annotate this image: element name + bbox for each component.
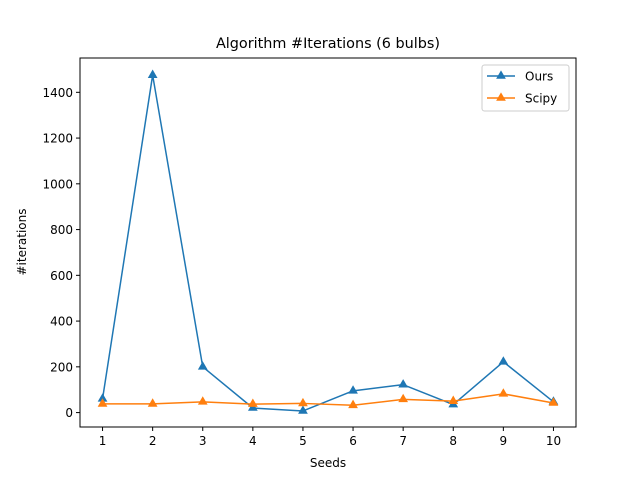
data-point-scipy [548, 397, 559, 406]
y-tick-label: 1200 [42, 132, 73, 146]
y-tick-label: 0 [65, 406, 73, 420]
y-tick-label: 600 [50, 269, 73, 283]
x-tick-label: 7 [399, 434, 407, 448]
x-tick-label: 1 [99, 434, 107, 448]
x-tick-label: 3 [199, 434, 207, 448]
data-point-scipy [448, 395, 459, 404]
legend: Ours Scipy [481, 64, 570, 112]
plot-frame [79, 57, 577, 428]
data-point-scipy [498, 388, 509, 397]
x-tick-label: 9 [500, 434, 508, 448]
x-tick-label: 6 [349, 434, 357, 448]
data-point-ours [398, 379, 409, 388]
data-point-scipy [147, 398, 158, 407]
data-point-scipy [348, 399, 358, 409]
data-point-ours [298, 405, 308, 414]
y-axis: 0 200 400 600 800 1000 1200 1400 [42, 86, 80, 420]
series-layer [97, 69, 559, 414]
y-tick-label: 1000 [42, 177, 73, 191]
data-point-scipy [247, 398, 258, 407]
legend-label-scipy: Scipy [525, 92, 557, 106]
data-point-ours [498, 356, 509, 365]
legend-label-ours: Ours [525, 70, 553, 84]
x-tick-label: 2 [149, 434, 157, 448]
data-point-ours [147, 69, 158, 78]
y-tick-label: 800 [50, 223, 73, 237]
x-tick-label: 4 [249, 434, 257, 448]
data-point-scipy [398, 393, 409, 403]
legend-marker-ours [496, 70, 506, 79]
data-point-scipy [298, 397, 308, 407]
y-tick-label: 1400 [42, 86, 73, 100]
series-line-scipy [102, 393, 554, 407]
legend-marker-scipy [496, 92, 506, 101]
x-tick-label: 5 [299, 434, 307, 448]
x-tick-label: 10 [546, 434, 561, 448]
x-tick-label: 8 [449, 434, 457, 448]
data-point-ours [197, 361, 208, 370]
x-axis-label: Seeds [310, 456, 346, 470]
y-axis-label: #iterations [15, 208, 29, 275]
x-axis: 1 2 3 4 5 6 7 8 9 10 [99, 427, 561, 448]
y-tick-label: 400 [50, 315, 73, 329]
chart-title: Algorithm #Iterations (6 bulbs) [216, 36, 440, 52]
data-point-scipy [97, 398, 108, 407]
data-point-ours [348, 385, 358, 394]
series-line-ours [101, 74, 554, 412]
data-point-scipy [197, 396, 208, 405]
y-tick-label: 200 [50, 360, 73, 374]
